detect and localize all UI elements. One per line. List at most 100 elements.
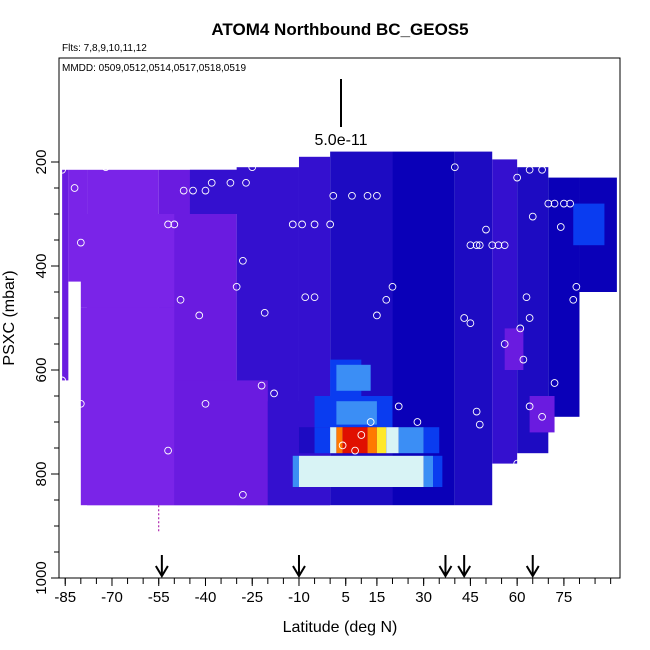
sample-point [351,446,359,455]
sample-point [288,220,297,229]
y-tick-label: 800 [33,461,50,486]
sample-point [475,420,484,429]
x-tick-label: -55 [148,589,170,606]
down-arrow-icon [525,565,540,578]
x-tick-label: -40 [195,589,217,606]
sample-point [176,295,185,304]
sample-point [270,389,278,398]
down-arrow-icon [292,565,306,578]
field-cell [433,455,443,487]
sample-point [569,295,578,304]
sample-point [201,186,210,195]
x-tick-label: -10 [288,589,310,606]
sample-point [519,355,528,364]
sample-point [538,165,546,174]
sample-point [366,418,375,426]
sample-point [201,399,210,408]
sample-point [232,282,241,291]
field-cell [174,380,268,506]
sample-point [466,319,475,328]
field-cell [80,307,175,506]
sample-point [550,199,559,208]
y-tick-label: 200 [33,149,50,174]
sample-point [544,199,553,208]
x-tick-label: 45 [462,589,479,606]
field-cell [330,427,337,454]
flights-note: Flts: 7,8,9,10,11,12 [62,43,147,54]
down-arrow-icon [154,565,169,578]
sample-point [394,402,403,411]
sample-point [242,178,250,187]
sample-point [525,314,534,322]
field-cell [189,169,268,214]
x-tick-label: -70 [101,589,123,606]
sample-point [516,324,525,333]
field-cell [62,169,69,381]
field-cell [314,427,331,454]
sample-point [550,379,559,387]
sample-point [70,316,79,325]
sample-point [226,178,235,187]
sample-point [525,165,534,174]
y-tick-label: 1000 [33,561,50,594]
x-tick-label: 30 [415,589,432,606]
sample-point [298,220,306,229]
sample-point [301,293,310,302]
sample-point [500,241,509,250]
sample-point [260,308,269,317]
field-cell [398,427,424,454]
x-tick-label: 5 [342,589,350,606]
field-cell [336,427,343,454]
field-cell [292,455,299,487]
field-cell [336,364,371,391]
field-cell [80,214,175,308]
sample-point [310,293,319,302]
sample-point [513,173,522,182]
sample-point [566,199,574,208]
sample-point [248,163,257,172]
field-cell [573,203,605,246]
sample-point [164,446,172,455]
sample-point [522,293,531,302]
sample-point [507,485,515,494]
sample-point [338,441,347,450]
sample-point [560,199,568,208]
sample-point [76,399,85,408]
sample-point [413,418,422,426]
x-tick-label: -25 [241,589,263,606]
sample-point [466,241,475,250]
field-cell [529,396,555,433]
sample-point [76,238,85,247]
x-tick-label: 75 [556,589,573,606]
sample-point [513,459,522,468]
sample-point [170,220,179,229]
sample-point [488,241,497,250]
sample-point [472,407,481,416]
sample-point [500,340,509,348]
sample-point [460,314,469,322]
down-arrow-icon [438,565,453,578]
field-cell [298,455,424,487]
field-cell [298,427,315,454]
down-arrow-icon [457,565,472,578]
sample-point [572,282,581,291]
x-axis: -85 -70 -55 -40 -25 -10 5 15 30 45 60 75 [54,578,612,606]
field-cell [423,455,433,487]
sample-point [357,431,366,439]
field-cell [386,427,399,454]
sample-point [348,191,356,200]
x-tick-label: 60 [509,589,526,606]
sample-point [189,186,197,195]
scale-label: 5.0e-11 [314,132,367,149]
sample-point [382,295,391,304]
sample-point [472,241,481,250]
y-axis: 200 400 600 800 1000 [33,149,59,595]
sample-point [310,220,319,229]
sample-point [556,223,565,231]
field-cell [367,427,377,454]
x-tick-label: -85 [54,589,76,606]
field-cell [504,328,524,370]
sample-point [70,477,79,486]
sample-point [329,191,338,200]
sample-point [373,191,381,200]
